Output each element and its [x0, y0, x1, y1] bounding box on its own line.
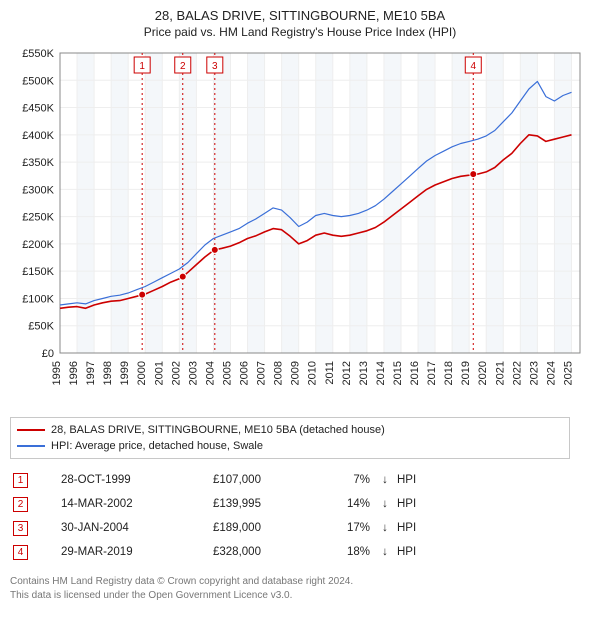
chart: £0 £50K £100K £150K £200K £250K £300K £350K £400…	[10, 43, 590, 411]
legend-item-hpi: HPI: Average price, detached house, Swal…	[17, 438, 563, 454]
event-marker-2: 2	[180, 61, 186, 72]
events-table: 128-OCT-1999£107,0007%↓HPI214-MAR-2002£1…	[10, 467, 570, 565]
event-marker-4: 4	[470, 61, 476, 72]
event-price: £189,000	[212, 517, 322, 539]
x-tick-label: 2011	[324, 361, 336, 385]
x-tick-label: 2018	[443, 361, 455, 385]
event-marker-box: 3	[13, 521, 28, 536]
x-tick-label: 2015	[392, 361, 404, 385]
x-tick-label: 2019	[460, 361, 472, 385]
x-tick-label: 1998	[102, 361, 114, 385]
down-arrow-icon: ↓	[376, 541, 394, 563]
event-date: 14-MAR-2002	[60, 493, 210, 515]
y-tick-label: £500K	[22, 75, 54, 87]
event-price: £107,000	[212, 469, 322, 491]
event-pct: 18%	[324, 541, 374, 563]
x-tick-label: 1997	[85, 361, 97, 385]
title-sub: Price paid vs. HM Land Registry's House …	[10, 25, 590, 39]
event-hpi-label: HPI	[396, 517, 568, 539]
x-tick-label: 2010	[307, 361, 319, 385]
x-tick-label: 2008	[273, 361, 285, 385]
event-pct: 17%	[324, 517, 374, 539]
event-hpi-label: HPI	[396, 493, 568, 515]
x-tick-label: 2000	[136, 361, 148, 385]
chart-container: 28, BALAS DRIVE, SITTINGBOURNE, ME10 5BA…	[0, 0, 600, 608]
x-tick-label: 1999	[119, 361, 131, 385]
y-tick-label: £0	[42, 348, 54, 360]
x-tick-label: 2023	[528, 361, 540, 385]
down-arrow-icon: ↓	[376, 469, 394, 491]
legend-label-property: 28, BALAS DRIVE, SITTINGBOURNE, ME10 5BA…	[51, 424, 385, 436]
y-tick-label: £100K	[22, 293, 54, 305]
y-tick-label: £450K	[22, 103, 54, 115]
x-tick-label: 2021	[494, 361, 506, 385]
x-tick-label: 2016	[409, 361, 421, 385]
x-tick-label: 2009	[290, 361, 302, 385]
event-row: 1 28-OCT-1999£107,0007%↓HPI	[12, 469, 568, 491]
legend-item-property: 28, BALAS DRIVE, SITTINGBOURNE, ME10 5BA…	[17, 422, 563, 438]
x-tick-label: 2005	[221, 361, 233, 385]
y-tick-label: £550K	[22, 48, 54, 60]
x-tick-label: 2020	[477, 361, 489, 385]
title-main: 28, BALAS DRIVE, SITTINGBOURNE, ME10 5BA	[10, 8, 590, 23]
y-tick-label: £50K	[28, 321, 54, 333]
y-tick-label: £350K	[22, 157, 54, 169]
event-row: 2 14-MAR-2002£139,99514%↓HPI	[12, 493, 568, 515]
x-tick-label: 2004	[204, 361, 216, 385]
attribution-line2: This data is licensed under the Open Gov…	[10, 589, 590, 603]
y-tick-label: £200K	[22, 239, 54, 251]
x-tick-label: 2007	[256, 361, 268, 385]
event-date: 28-OCT-1999	[60, 469, 210, 491]
attribution-line1: Contains HM Land Registry data © Crown c…	[10, 575, 590, 589]
x-tick-label: 2017	[426, 361, 438, 385]
event-marker-box: 1	[13, 473, 28, 488]
down-arrow-icon: ↓	[376, 493, 394, 515]
x-tick-label: 2012	[341, 361, 353, 385]
x-tick-label: 2025	[562, 361, 574, 385]
chart-svg: £0 £50K £100K £150K £200K £250K £300K £350K £400…	[10, 43, 590, 411]
x-tick-label: 2022	[511, 361, 523, 385]
event-hpi-label: HPI	[396, 541, 568, 563]
event-marker-box: 4	[13, 545, 28, 560]
event-marker-3: 3	[212, 61, 218, 72]
down-arrow-icon: ↓	[376, 517, 394, 539]
x-tick-label: 2014	[375, 361, 387, 385]
legend-swatch-hpi	[17, 445, 45, 447]
y-tick-label: £400K	[22, 130, 54, 142]
event-date: 30-JAN-2004	[60, 517, 210, 539]
x-tick-label: 1995	[51, 361, 63, 385]
event-date: 29-MAR-2019	[60, 541, 210, 563]
event-marker-1: 1	[139, 61, 145, 72]
event-marker-box: 2	[13, 497, 28, 512]
legend: 28, BALAS DRIVE, SITTINGBOURNE, ME10 5BA…	[10, 417, 570, 459]
legend-label-hpi: HPI: Average price, detached house, Swal…	[51, 440, 263, 452]
event-price: £328,000	[212, 541, 322, 563]
x-tick-label: 1996	[68, 361, 80, 385]
legend-swatch-property	[17, 429, 45, 431]
y-tick-label: £150K	[22, 266, 54, 278]
event-row: 3 30-JAN-2004£189,00017%↓HPI	[12, 517, 568, 539]
event-row: 4 29-MAR-2019£328,00018%↓HPI	[12, 541, 568, 563]
event-pct: 14%	[324, 493, 374, 515]
attribution: Contains HM Land Registry data © Crown c…	[10, 575, 590, 602]
x-tick-label: 2006	[239, 361, 251, 385]
x-tick-label: 2002	[170, 361, 182, 385]
x-tick-label: 2001	[153, 361, 165, 385]
x-tick-label: 2013	[358, 361, 370, 385]
x-tick-label: 2024	[545, 361, 557, 385]
event-pct: 7%	[324, 469, 374, 491]
event-price: £139,995	[212, 493, 322, 515]
event-hpi-label: HPI	[396, 469, 568, 491]
y-tick-label: £300K	[22, 184, 54, 196]
title-block: 28, BALAS DRIVE, SITTINGBOURNE, ME10 5BA…	[10, 8, 590, 39]
x-tick-label: 2003	[187, 361, 199, 385]
y-tick-label: £250K	[22, 212, 54, 224]
